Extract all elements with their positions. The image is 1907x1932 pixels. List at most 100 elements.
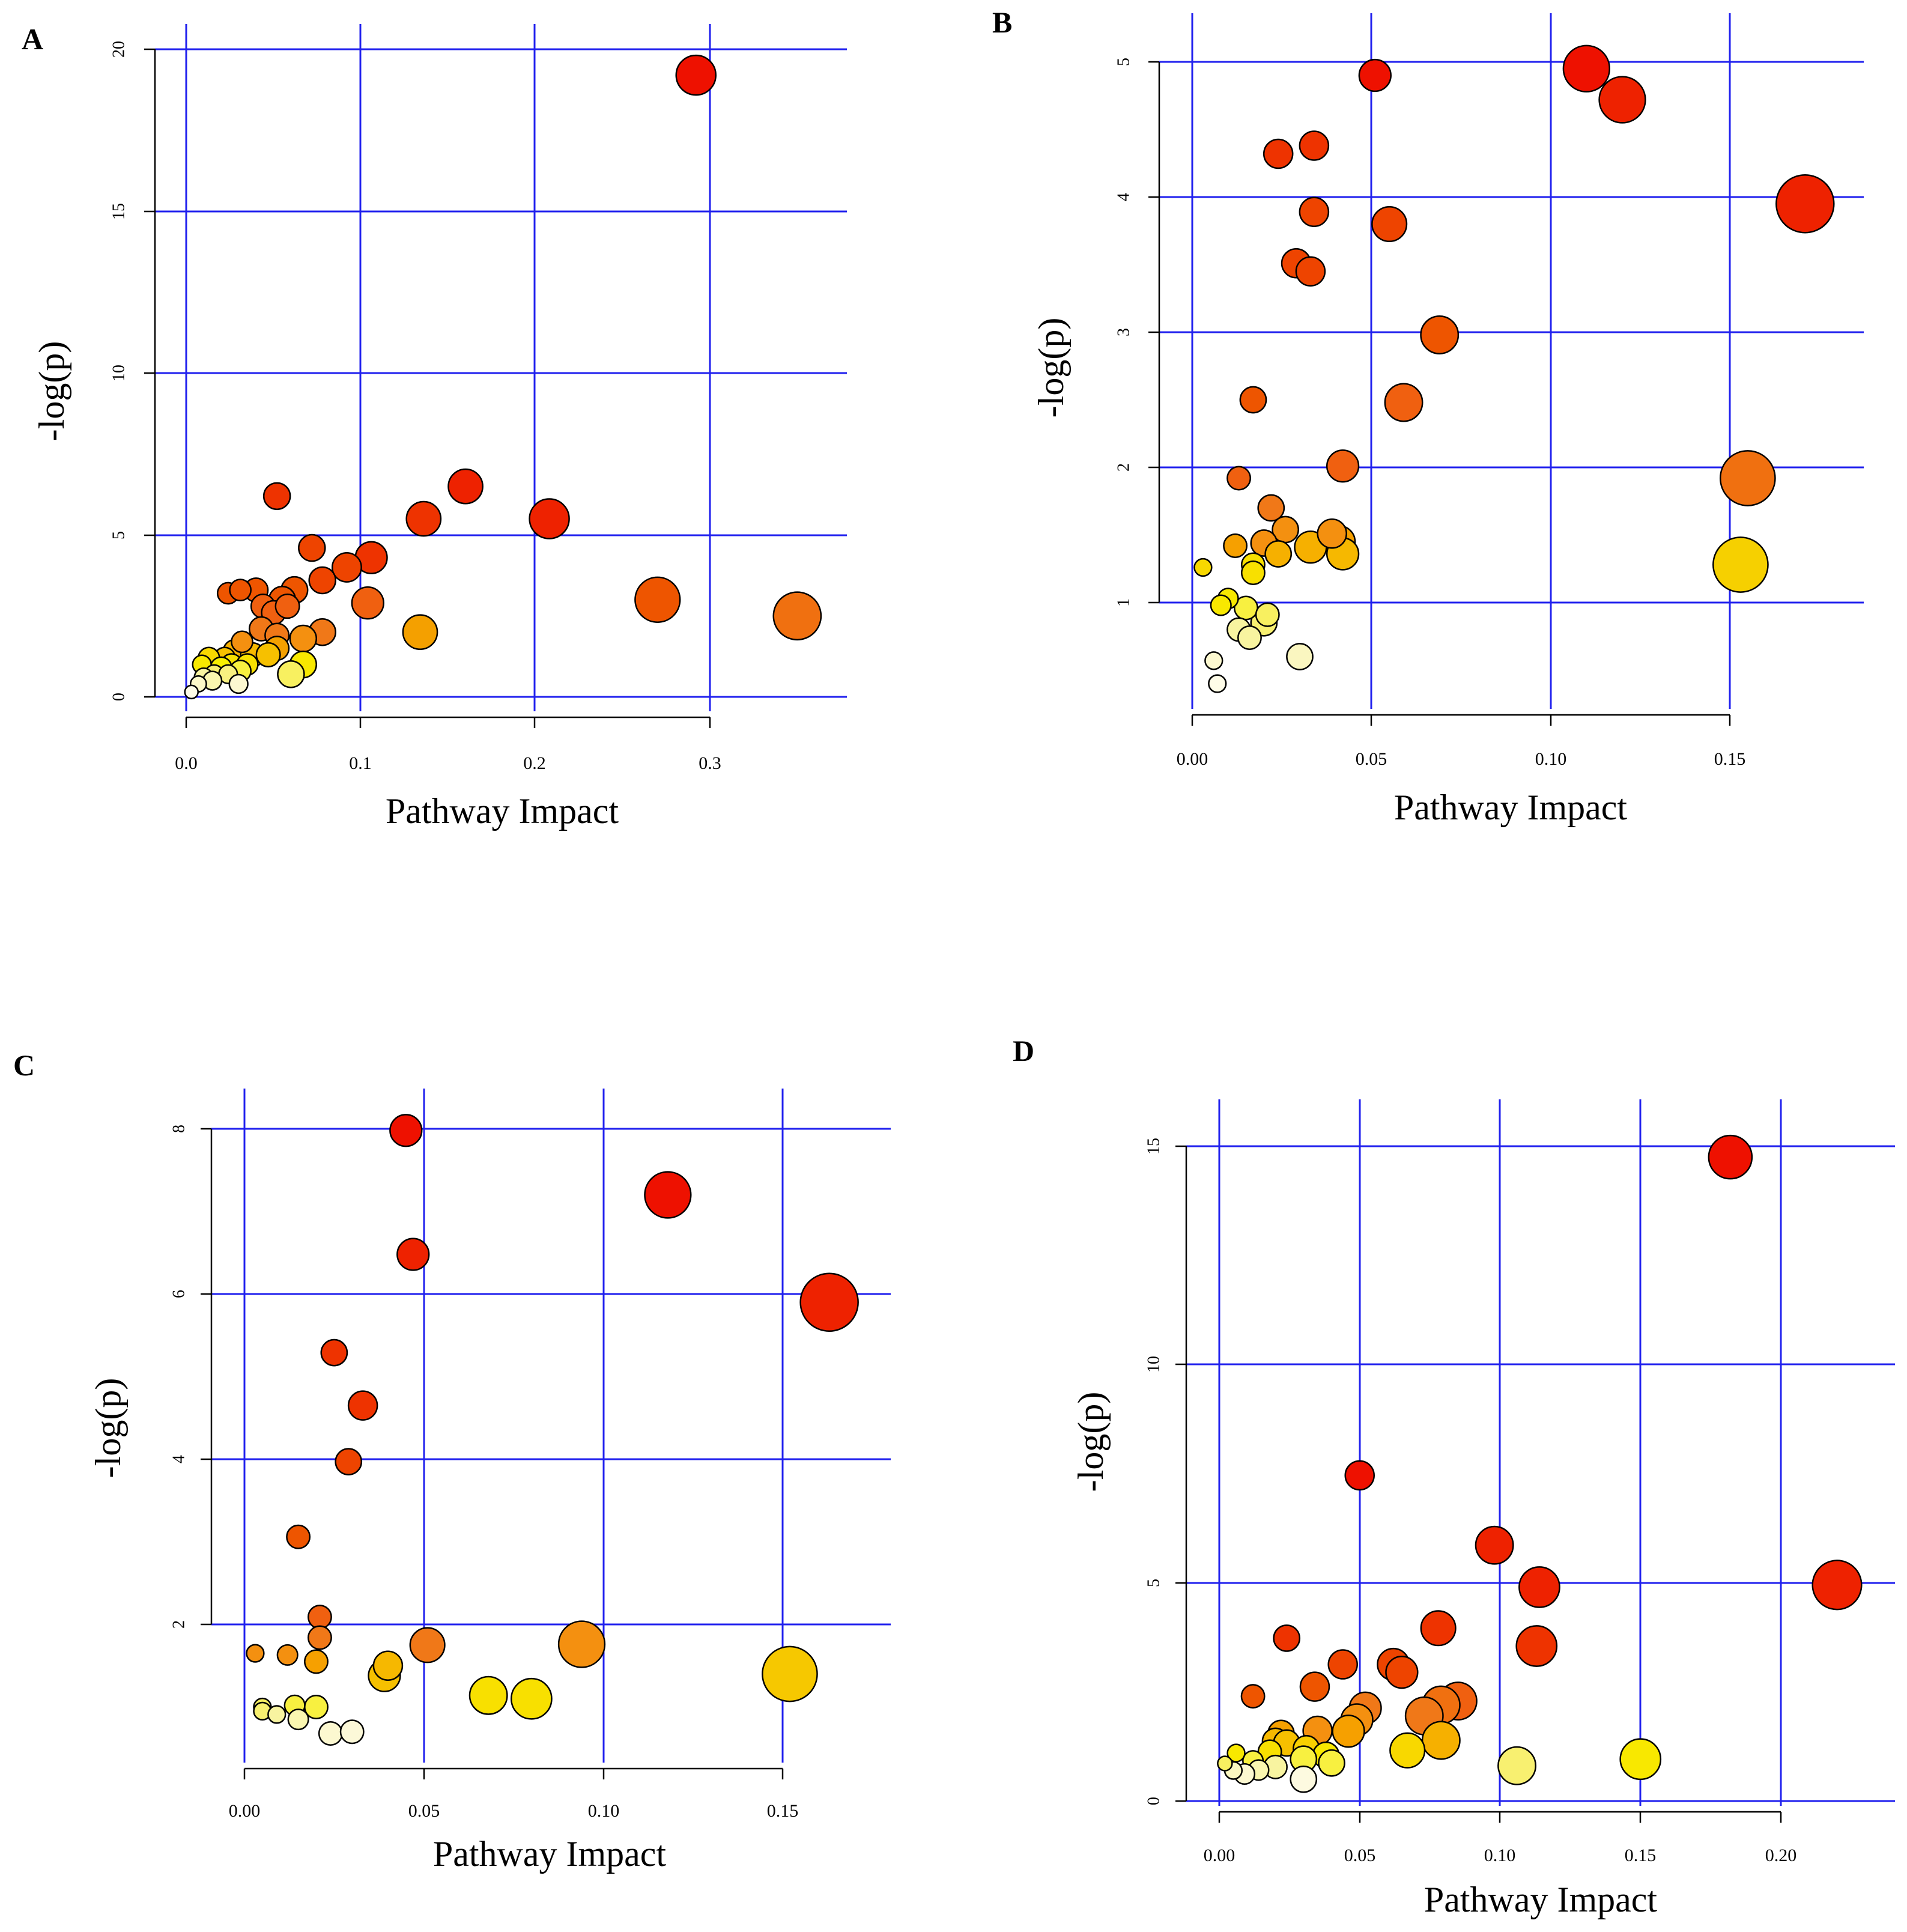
data-point <box>184 684 199 700</box>
y-tick-label: 1 <box>1114 598 1133 607</box>
data-point <box>389 1114 423 1147</box>
data-point <box>1239 386 1267 414</box>
data-point <box>799 1272 859 1332</box>
y-tick-label: 20 <box>109 41 128 58</box>
x-tick-label: 0.15 <box>1625 1845 1657 1865</box>
data-point <box>1290 1765 1318 1793</box>
x-axis-title: Pathway Impact <box>1424 1880 1658 1919</box>
data-point <box>1223 533 1248 558</box>
data-point <box>1264 540 1293 568</box>
x-axis-title: Pathway Impact <box>1394 788 1628 827</box>
data-point <box>1811 1560 1863 1611</box>
panel-letter: C <box>13 1048 35 1082</box>
data-point <box>1273 1624 1301 1652</box>
data-point <box>1719 450 1776 506</box>
data-point <box>1226 466 1252 491</box>
y-axis-title: -log(p) <box>1071 1392 1111 1492</box>
data-point <box>347 1390 378 1421</box>
x-tick-label: 0.05 <box>1344 1845 1376 1865</box>
data-point <box>405 500 442 537</box>
panel-letter: D <box>1013 1034 1035 1068</box>
y-tick-label: 3 <box>1114 328 1133 336</box>
data-point <box>267 1705 287 1724</box>
data-point <box>1344 1460 1375 1491</box>
x-tick-label: 0.1 <box>349 753 372 773</box>
data-point <box>634 576 681 623</box>
y-tick-label: 8 <box>169 1125 188 1133</box>
x-tick-label: 0.10 <box>588 1801 620 1821</box>
y-tick-label: 10 <box>109 365 128 381</box>
data-point <box>1384 383 1423 422</box>
data-point <box>1208 674 1227 693</box>
data-point <box>762 1645 818 1703</box>
data-point <box>1286 643 1314 670</box>
data-point <box>1497 1746 1537 1785</box>
y-tick-label: 10 <box>1144 1356 1163 1373</box>
data-point <box>287 1709 309 1731</box>
data-point <box>298 533 326 562</box>
x-tick-label: 0.3 <box>699 753 721 773</box>
data-point <box>1240 1684 1266 1709</box>
data-point <box>1326 449 1360 483</box>
data-point <box>1385 1655 1419 1689</box>
y-tick-label: 5 <box>1114 58 1133 66</box>
x-tick-label: 0.15 <box>1714 749 1746 769</box>
x-tick-label: 0.00 <box>229 1801 261 1821</box>
data-point <box>277 660 305 688</box>
data-point <box>307 1625 332 1650</box>
x-tick-label: 0.05 <box>408 1801 440 1821</box>
data-point <box>304 1649 329 1674</box>
data-point <box>1204 651 1223 670</box>
data-point <box>1389 1732 1426 1769</box>
data-point <box>308 566 336 595</box>
data-point <box>675 54 717 96</box>
y-tick-label: 15 <box>1144 1138 1163 1155</box>
y-tick-label: 6 <box>169 1290 188 1298</box>
x-tick-label: 0.05 <box>1356 749 1387 769</box>
data-point <box>246 1644 265 1663</box>
data-point <box>331 551 362 583</box>
data-point <box>1708 1134 1753 1180</box>
data-point <box>1263 138 1294 169</box>
data-point <box>644 1171 692 1219</box>
y-axis-title: -log(p) <box>88 1378 128 1478</box>
data-point <box>372 1650 404 1681</box>
x-tick-label: 0.00 <box>1177 749 1208 769</box>
data-point <box>1420 315 1460 354</box>
y-tick-label: 0 <box>1144 1797 1163 1805</box>
data-point <box>1619 1738 1662 1781</box>
data-point <box>1318 1749 1345 1777</box>
data-point <box>1299 1671 1330 1702</box>
data-point <box>468 1675 508 1715</box>
data-point <box>1299 196 1330 227</box>
data-point <box>1193 557 1213 577</box>
data-point <box>351 586 384 620</box>
data-point <box>557 1620 606 1668</box>
panel-letter: B <box>992 5 1013 39</box>
y-tick-label: 5 <box>1144 1579 1163 1587</box>
y-tick-label: 4 <box>169 1455 188 1463</box>
data-point <box>318 1721 343 1746</box>
data-point <box>511 1677 553 1720</box>
data-point <box>335 1448 363 1475</box>
x-axis-title: Pathway Impact <box>433 1834 667 1874</box>
data-point <box>262 482 291 511</box>
data-point <box>409 1627 446 1663</box>
data-point <box>1240 560 1266 585</box>
data-point <box>396 1238 430 1271</box>
x-tick-label: 0.2 <box>523 753 546 773</box>
data-point <box>274 594 300 619</box>
y-tick-label: 2 <box>169 1620 188 1629</box>
chart-panel-d: 0 5 10 15 0.00 0.05 0.10 0.15 0.20 Pathway Impact… <box>1071 1099 1895 1919</box>
y-axis-title: -log(p) <box>32 341 71 442</box>
y-axis-title: -log(p) <box>1031 318 1071 418</box>
data-point <box>307 1605 332 1630</box>
y-tick-label: 5 <box>109 531 128 539</box>
data-point <box>447 468 484 505</box>
y-tick-label: 15 <box>109 203 128 220</box>
data-point <box>1420 1610 1457 1647</box>
data-point <box>1475 1525 1514 1565</box>
data-point <box>1210 594 1232 616</box>
data-point <box>1237 625 1262 650</box>
